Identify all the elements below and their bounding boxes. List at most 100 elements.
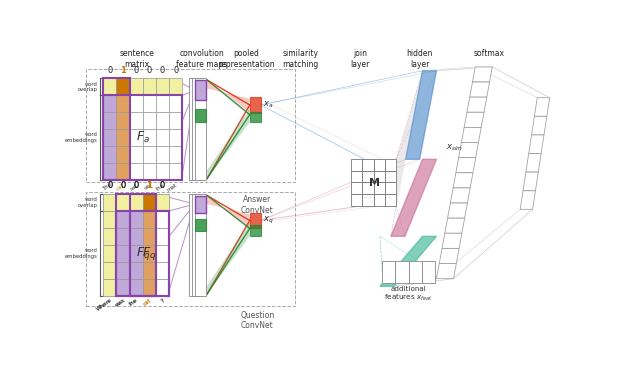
Text: $\mathbf{M}$: $\mathbf{M}$: [368, 176, 380, 188]
Bar: [103, 262, 116, 278]
Text: hidden
layer: hidden layer: [406, 49, 433, 69]
Bar: [129, 163, 143, 180]
Text: features $\boldsymbol{x_{feat}}$: features $\boldsymbol{x_{feat}}$: [384, 292, 433, 303]
Text: on: on: [144, 182, 152, 191]
Bar: [143, 278, 156, 296]
Text: mat: mat: [166, 182, 179, 193]
Text: 0: 0: [108, 66, 113, 74]
Polygon shape: [439, 249, 459, 264]
Text: $\boldsymbol{x_q}$: $\boldsymbol{x_q}$: [263, 215, 273, 226]
Bar: [156, 129, 169, 146]
Bar: [116, 211, 169, 296]
Bar: [116, 211, 130, 228]
Bar: [250, 97, 260, 113]
Bar: [103, 278, 116, 296]
Bar: [129, 228, 143, 245]
Text: cat: cat: [142, 298, 152, 307]
Text: sat: sat: [129, 182, 139, 191]
Bar: [116, 194, 130, 211]
Bar: [195, 194, 205, 296]
Text: $\mathit{F_q}$: $\mathit{F_q}$: [142, 245, 157, 262]
Text: 0: 0: [120, 181, 125, 190]
Polygon shape: [523, 172, 538, 191]
Bar: [156, 245, 169, 262]
Text: 1: 1: [120, 66, 126, 74]
Text: cat: cat: [116, 182, 126, 192]
Bar: [129, 194, 156, 296]
Bar: [129, 194, 143, 211]
Bar: [116, 112, 130, 129]
Bar: [116, 78, 130, 95]
Bar: [129, 112, 143, 129]
Polygon shape: [445, 218, 465, 233]
Bar: [143, 211, 156, 228]
Polygon shape: [442, 233, 462, 249]
Bar: [103, 95, 116, 112]
Bar: [129, 211, 143, 228]
Bar: [385, 182, 396, 194]
Polygon shape: [453, 173, 473, 188]
Bar: [143, 194, 156, 211]
Bar: [143, 78, 156, 95]
Bar: [129, 211, 143, 228]
Bar: [169, 163, 182, 180]
Bar: [385, 171, 396, 182]
Bar: [156, 262, 169, 278]
Bar: [156, 194, 169, 211]
Bar: [116, 194, 156, 296]
Text: the: the: [129, 298, 139, 307]
Text: ?: ?: [160, 298, 165, 304]
Bar: [129, 194, 143, 211]
Bar: [103, 245, 116, 262]
Bar: [156, 211, 169, 228]
Polygon shape: [391, 159, 436, 236]
Bar: [103, 95, 182, 180]
Bar: [116, 146, 130, 163]
Bar: [103, 245, 116, 262]
Text: pooled
representation: pooled representation: [218, 49, 275, 69]
Bar: [195, 80, 205, 100]
Bar: [195, 78, 205, 180]
Bar: [156, 228, 169, 245]
Bar: [116, 278, 130, 296]
Polygon shape: [464, 112, 484, 127]
Bar: [374, 194, 385, 205]
Polygon shape: [380, 236, 436, 287]
Bar: [374, 159, 385, 171]
Polygon shape: [451, 188, 470, 203]
Polygon shape: [207, 108, 250, 178]
Bar: [103, 194, 116, 211]
Text: softmax: softmax: [474, 49, 505, 58]
Bar: [143, 95, 156, 112]
Bar: [169, 95, 182, 112]
Bar: [143, 228, 156, 245]
Polygon shape: [472, 67, 492, 82]
Bar: [169, 129, 182, 146]
Bar: [86, 69, 294, 182]
Bar: [116, 262, 130, 278]
Polygon shape: [470, 82, 490, 97]
Text: 0: 0: [108, 181, 113, 190]
Bar: [195, 196, 205, 212]
Text: $\mathit{F_a}$: $\mathit{F_a}$: [136, 130, 150, 145]
Bar: [103, 78, 129, 180]
Bar: [250, 213, 260, 228]
Bar: [385, 194, 396, 205]
Bar: [156, 78, 169, 95]
Bar: [250, 225, 260, 236]
Bar: [103, 228, 116, 245]
Bar: [143, 228, 156, 245]
Bar: [129, 278, 143, 296]
Bar: [129, 245, 143, 262]
Bar: [129, 262, 143, 278]
Bar: [362, 171, 374, 182]
Bar: [129, 211, 169, 296]
Bar: [116, 211, 130, 228]
Bar: [374, 182, 385, 194]
Polygon shape: [207, 222, 250, 294]
Bar: [351, 194, 362, 205]
Bar: [129, 278, 143, 296]
Bar: [103, 262, 116, 278]
Text: 0: 0: [134, 181, 139, 190]
Text: word
embeddings: word embeddings: [65, 248, 98, 259]
